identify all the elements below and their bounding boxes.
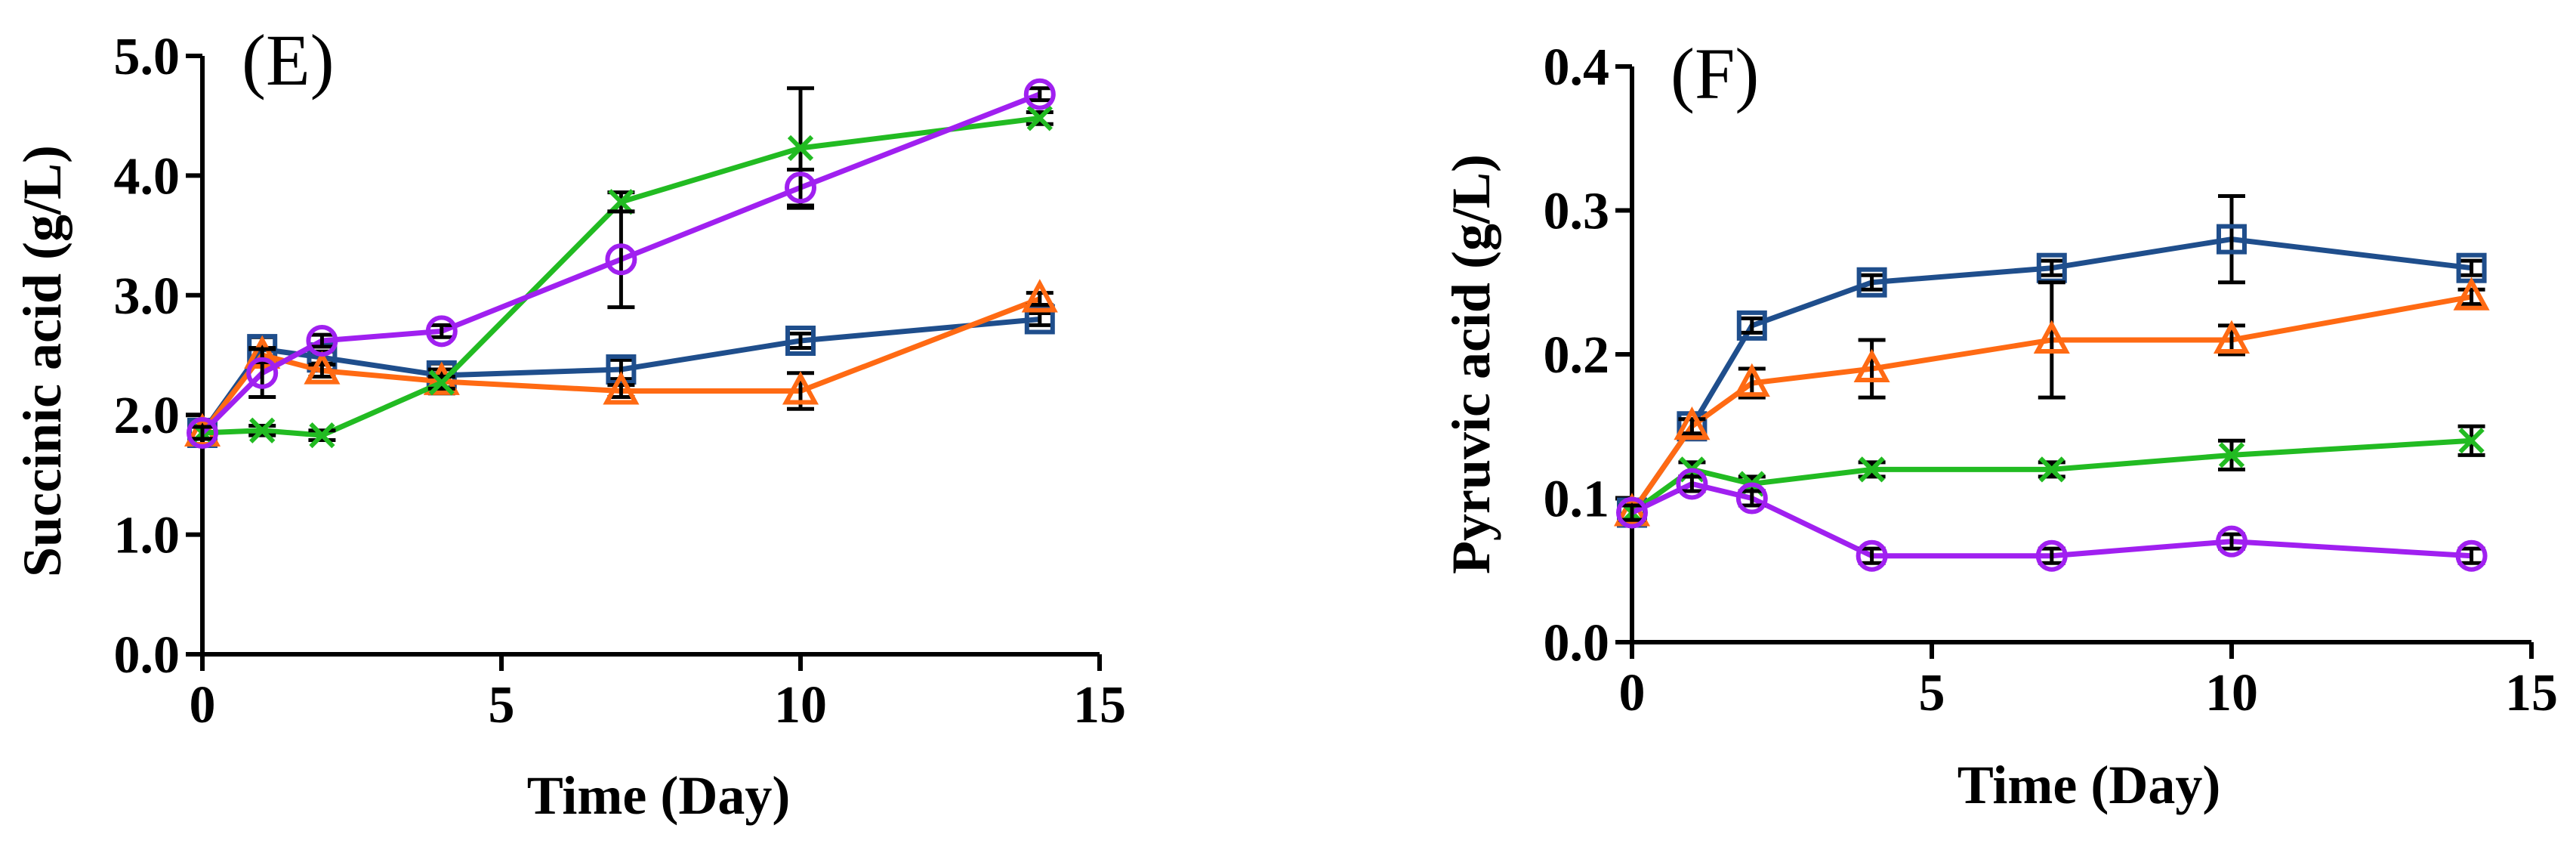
data-point-cross: [1026, 105, 1053, 131]
y-tick-label: 0.2: [1544, 326, 1610, 385]
panel-e: (E) Succinic acid (g/L) Time (Day) 0.0 1.…: [12, 20, 1126, 826]
error-bar: [308, 332, 336, 349]
data-point-circle: [1735, 482, 1768, 515]
plot-area: 0.0 1.0 2.0 3.0 4.0 5.0 0 5 10 15: [114, 28, 1127, 734]
series-circle: [187, 78, 1056, 449]
data-point-triangle: [2453, 277, 2490, 311]
data-point-triangle: [1674, 406, 1711, 440]
data-point-cross: [2458, 428, 2485, 454]
error-bar: [248, 347, 276, 399]
data-point-square: [1856, 267, 1887, 298]
data-point-cross: [309, 422, 335, 449]
error-bar: [189, 425, 216, 441]
data-point-circle: [1856, 539, 1888, 572]
data-point-cross: [2038, 456, 2065, 483]
data-point-triangle: [1733, 363, 1770, 397]
y-axis-title: Pyruvic acid (g/L): [1441, 154, 1501, 574]
plot-area: 0.0 0.1 0.2 0.3 0.4 0 5 10 15: [1544, 39, 2559, 722]
panel-label: (F): [1671, 33, 1759, 114]
x-tick-label: 0: [1619, 664, 1646, 722]
data-point-cross: [787, 134, 814, 162]
data-point-circle: [306, 324, 338, 357]
data-point-cross: [608, 189, 634, 215]
x-tick-label: 5: [489, 676, 515, 734]
y-axis-title: Succinic acid (g/L): [12, 145, 72, 577]
error-bar: [607, 209, 635, 310]
x-tick-label: 10: [2205, 664, 2258, 722]
error-bar: [1738, 316, 1766, 335]
data-point-circle: [2035, 539, 2068, 572]
data-point-cross: [249, 417, 276, 443]
data-point-cross: [2218, 442, 2245, 468]
data-point-triangle: [603, 371, 640, 405]
x-tick-label: 15: [1073, 676, 1126, 734]
error-bar: [1678, 417, 1706, 436]
error-bar: [787, 331, 814, 350]
data-point-circle: [1023, 78, 1056, 110]
y-tick-label: 0.1: [1544, 471, 1610, 529]
data-point-circle: [425, 315, 458, 348]
data-point-triangle: [1021, 279, 1058, 313]
data-point-cross: [428, 369, 455, 396]
error-bar: [2457, 287, 2485, 306]
data-point-circle: [2455, 539, 2488, 572]
data-point-circle: [1616, 496, 1648, 529]
x-axis-title: Time (Day): [527, 765, 791, 826]
y-tick-label: 0.3: [1544, 183, 1610, 241]
x-tick-label: 0: [190, 676, 216, 734]
data-point-triangle: [1853, 348, 1890, 383]
x-axis-title: Time (Day): [1957, 755, 2221, 815]
y-tick-label: 0.0: [1544, 614, 1610, 672]
y-tick-label: 5.0: [114, 28, 180, 86]
error-bar: [1858, 273, 1886, 292]
data-point-cross: [1859, 456, 1885, 483]
data-point-circle: [785, 172, 816, 204]
panel-label: (E): [242, 20, 335, 100]
y-tick-label: 4.0: [114, 147, 180, 206]
x-tick-label: 5: [1919, 664, 1945, 722]
data-point-triangle: [2213, 320, 2251, 354]
x-tick-label: 15: [2505, 664, 2558, 722]
data-point-triangle: [782, 371, 819, 405]
series-line-circle: [1630, 481, 2472, 559]
x-tick-label: 10: [774, 676, 827, 734]
error-bar: [2038, 258, 2065, 277]
data-point-triangle: [304, 351, 341, 385]
y-tick-label: 1.0: [114, 507, 180, 565]
error-bar: [2218, 193, 2245, 285]
data-point-circle: [246, 357, 279, 389]
error-bar: [2457, 258, 2485, 277]
error-bar: [1026, 86, 1054, 103]
y-tick-label: 2.0: [114, 387, 180, 445]
panel-f: (F) Pyruvic acid (g/L) Time (Day) 0.0 0.1…: [1441, 33, 2558, 815]
error-bar: [2038, 280, 2065, 400]
error-bar: [427, 323, 455, 339]
data-point-circle: [187, 416, 218, 449]
data-point-square: [785, 325, 816, 356]
y-tick-label: 3.0: [114, 267, 180, 326]
series-circle: [1616, 468, 2488, 572]
data-point-square: [1736, 310, 1767, 341]
data-point-circle: [1676, 468, 1708, 500]
data-point-triangle: [423, 361, 460, 395]
data-point-triangle: [2033, 320, 2070, 354]
y-tick-label: 0.0: [114, 626, 180, 684]
data-point-circle: [605, 243, 637, 276]
data-point-square: [2217, 224, 2247, 255]
data-point-square: [606, 354, 637, 385]
error-bar: [1026, 311, 1054, 327]
data-point-circle: [2216, 525, 2247, 558]
y-tick-label: 0.4: [1544, 39, 1610, 97]
